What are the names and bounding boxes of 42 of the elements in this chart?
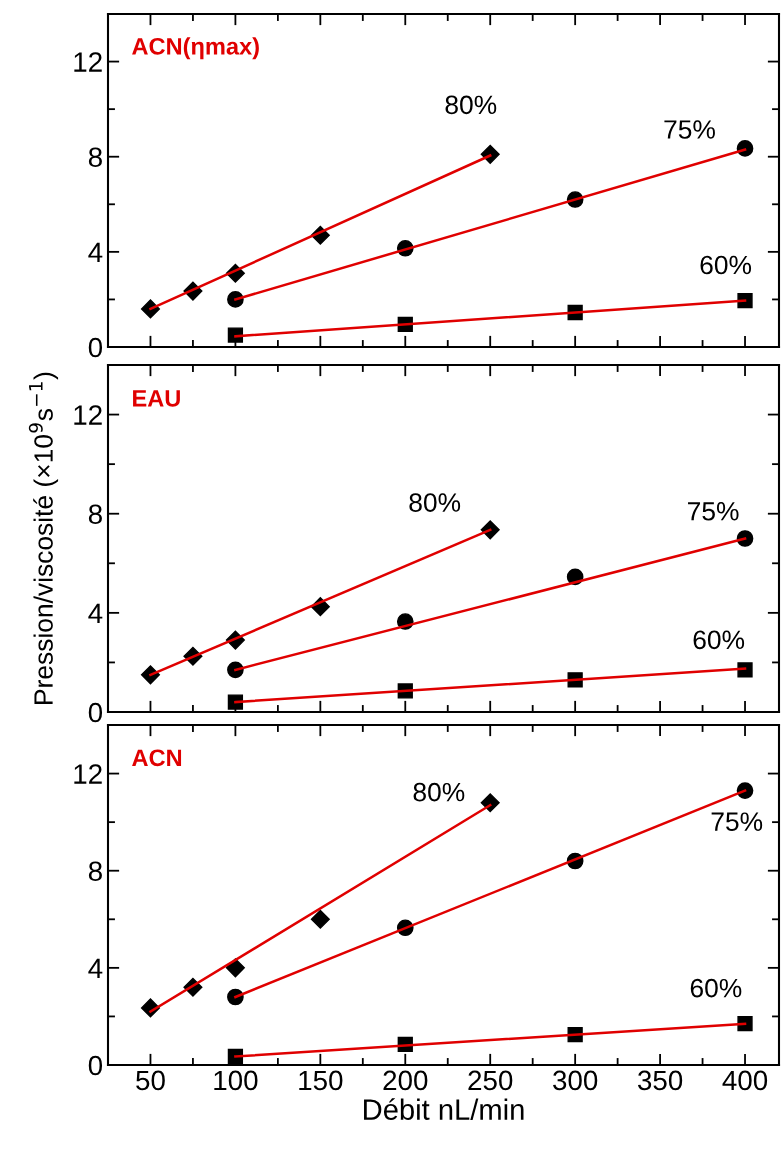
- x-tick-label: 250: [468, 1070, 513, 1091]
- series-label: 60%: [690, 978, 742, 998]
- legend-label: 75%: [688, 502, 739, 521]
- y-tick-label: 8: [88, 504, 102, 525]
- y-tick-label: 12: [74, 764, 102, 784]
- y-tick-label: 0: [88, 1055, 103, 1076]
- point: [480, 793, 500, 813]
- y-tick-label: 4: [88, 242, 103, 262]
- series-label: 75%: [664, 120, 715, 139]
- x-tick-label: 50: [136, 1070, 165, 1091]
- y-tick-label: 4: [88, 603, 103, 623]
- x-axis-title: Débit nL/min: [364, 1098, 524, 1120]
- point: [737, 1016, 753, 1032]
- x-tick-label: 150: [299, 1070, 343, 1091]
- text: ACN(ηmax): [132, 37, 259, 60]
- series-label: 80%: [409, 493, 461, 512]
- x-tick-label: 400: [722, 1070, 768, 1091]
- point: [310, 909, 330, 929]
- legend-label: 75%: [711, 812, 763, 831]
- series-label: 60%: [693, 630, 745, 650]
- x-tick-label: 350: [637, 1070, 683, 1091]
- x-tick-label: 200: [383, 1070, 428, 1091]
- text: EAU: [133, 390, 180, 407]
- point: [737, 662, 753, 678]
- x-tick-label: 300: [553, 1070, 598, 1091]
- y-tick-label: 4: [88, 958, 103, 978]
- series-label: 80%: [445, 95, 497, 115]
- y-tick-label: 12: [74, 52, 102, 72]
- y-axis-title: Pression/viscosité (×10$^{9}$s$^{−1}$): [28, 372, 59, 704]
- point: [737, 292, 753, 309]
- text: ACN: [132, 749, 182, 767]
- point: [227, 327, 244, 343]
- point: [225, 958, 245, 978]
- legend-label: 60%: [700, 255, 752, 275]
- series-label: 80%: [413, 782, 465, 802]
- x-tick-label: 100: [214, 1070, 258, 1091]
- y-tick-label: 8: [88, 861, 102, 882]
- y-tick-label: 12: [74, 405, 102, 425]
- y-tick-label: 8: [88, 147, 102, 168]
- y-tick-label: 0: [88, 702, 103, 723]
- point: [227, 694, 244, 710]
- y-tick-label: 0: [88, 337, 103, 358]
